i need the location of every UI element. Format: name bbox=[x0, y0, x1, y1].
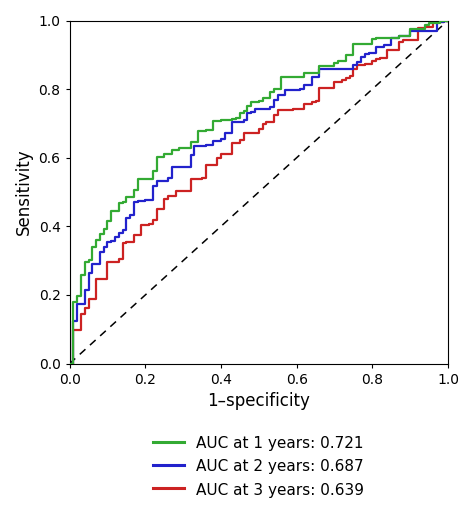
Y-axis label: Sensitivity: Sensitivity bbox=[15, 149, 33, 235]
X-axis label: 1–specificity: 1–specificity bbox=[207, 392, 310, 410]
Legend: AUC at 1 years: 0.721, AUC at 2 years: 0.687, AUC at 3 years: 0.639: AUC at 1 years: 0.721, AUC at 2 years: 0… bbox=[146, 428, 372, 505]
